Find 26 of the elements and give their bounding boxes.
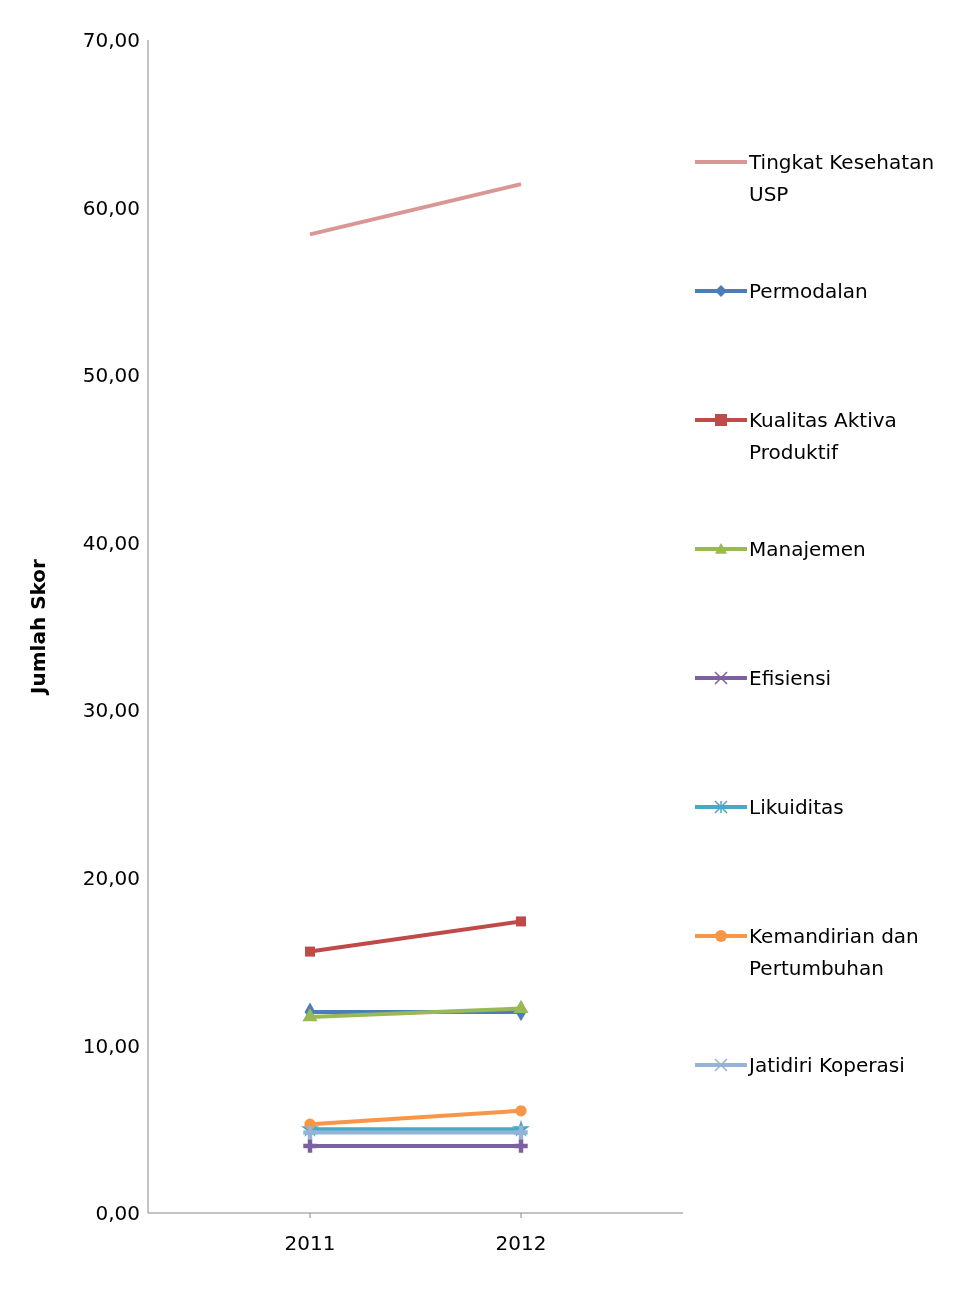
y-tick-label: 20,00 bbox=[82, 865, 140, 890]
y-tick-label: 40,00 bbox=[82, 530, 140, 555]
y-axis-title: Jumlah Skor bbox=[26, 558, 51, 696]
legend-label: Kemandirian dan Pertumbuhan bbox=[749, 923, 920, 982]
y-tick-label: 60,00 bbox=[82, 195, 140, 220]
point bbox=[305, 946, 315, 957]
legend-label: Efisiensi bbox=[749, 665, 832, 692]
x-tick-label: 2012 bbox=[495, 1231, 547, 1256]
point bbox=[303, 1139, 317, 1153]
point bbox=[514, 1139, 528, 1153]
y-tick-label: 0,00 bbox=[95, 1201, 140, 1226]
y-tick-label: 50,00 bbox=[82, 363, 140, 388]
legend-label: Kualitas Aktiva Produktif bbox=[749, 407, 898, 466]
legend-label: Permodalan bbox=[749, 278, 868, 305]
legend-label: Tingkat Kesehatan USP bbox=[749, 149, 936, 208]
legend-label: Likuiditas bbox=[749, 794, 844, 821]
legend-label: Jatidiri Koperasi bbox=[749, 1052, 905, 1079]
point bbox=[303, 1125, 317, 1140]
point bbox=[514, 1125, 528, 1140]
point bbox=[516, 916, 526, 927]
legend-label: Manajemen bbox=[749, 536, 866, 563]
y-tick-label: 30,00 bbox=[82, 698, 140, 723]
point bbox=[515, 1105, 527, 1117]
y-tick-label: 70,00 bbox=[82, 28, 140, 53]
x-tick-label: 2011 bbox=[284, 1231, 336, 1256]
y-tick-label: 10,00 bbox=[82, 1033, 140, 1058]
